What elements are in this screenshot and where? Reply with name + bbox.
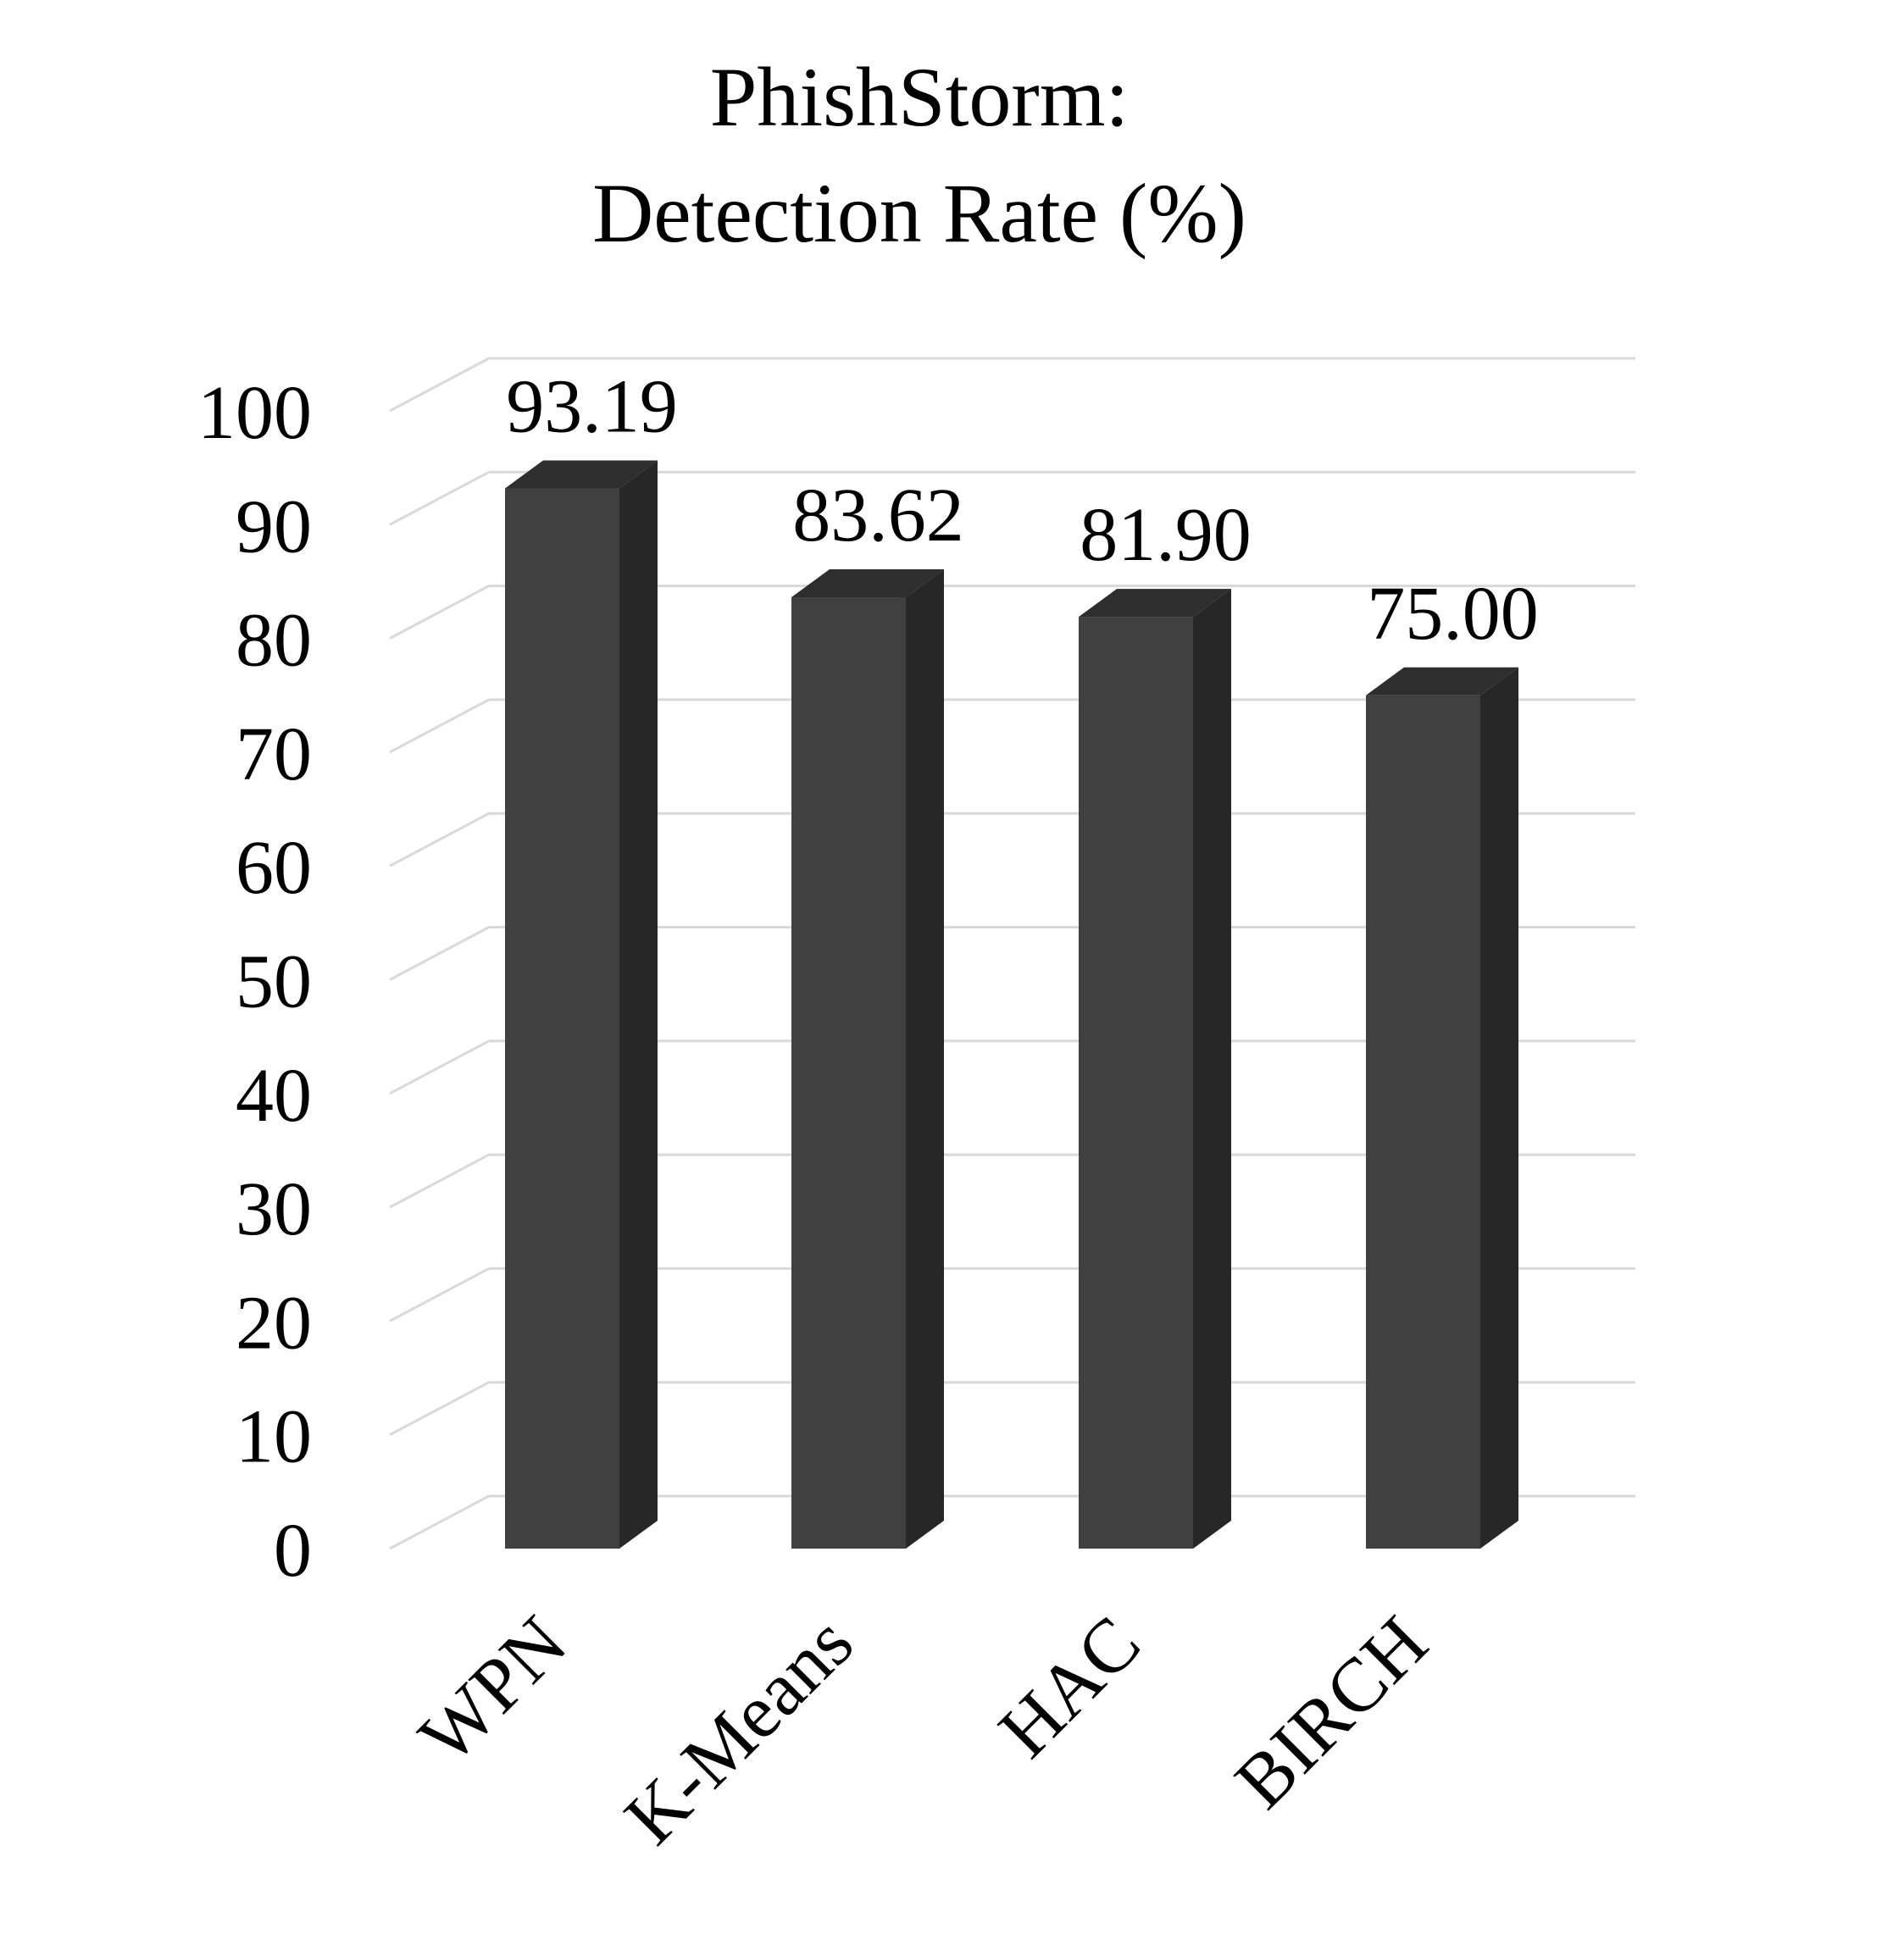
- gridline-diagonal: [389, 357, 490, 413]
- y-tick-label: 80: [236, 599, 312, 683]
- x-category-label: K-Means: [609, 1600, 869, 1860]
- y-tick-label: 30: [236, 1167, 312, 1251]
- bar-side-face: [619, 460, 658, 1549]
- gridline-diagonal: [389, 1153, 490, 1209]
- y-tick-label: 20: [236, 1281, 312, 1365]
- bar-side-face: [1193, 589, 1231, 1549]
- bar-top-face: [505, 460, 658, 489]
- gridline-diagonal: [389, 926, 490, 981]
- y-tick-label: 90: [236, 485, 312, 568]
- data-label: 75.00: [1367, 572, 1539, 656]
- gridline-diagonal: [389, 698, 490, 754]
- chart-title-line-1: PhishStorm:: [710, 50, 1130, 144]
- x-category-label: BIRCH: [1219, 1600, 1444, 1825]
- bars: [505, 460, 1518, 1549]
- gridline-diagonal: [389, 1381, 490, 1437]
- y-tick-label: 100: [197, 371, 312, 455]
- bar-front-face: [791, 596, 906, 1549]
- bar: [505, 460, 658, 1549]
- y-tick-label: 10: [236, 1395, 312, 1479]
- y-tick-label: 70: [236, 712, 312, 796]
- gridline-diagonal: [389, 1267, 490, 1322]
- data-label: 93.19: [506, 364, 678, 448]
- chart-title-line-2: Detection Rate (%): [592, 166, 1246, 260]
- gridline-diagonal: [389, 1494, 490, 1550]
- y-tick-label: 0: [274, 1509, 312, 1593]
- data-label: 83.62: [792, 474, 964, 557]
- bar-front-face: [1079, 617, 1193, 1549]
- y-tick-label: 60: [236, 826, 312, 910]
- bar-side-face: [906, 568, 944, 1549]
- y-axis-tick-labels: 0 10 20 30 40 50 60 70 80 90 100: [197, 371, 312, 1593]
- x-category-label: WPN: [403, 1600, 582, 1779]
- data-label: 81.90: [1080, 493, 1252, 577]
- gridline-diagonal: [389, 1039, 490, 1095]
- bar-side-face: [1480, 667, 1518, 1549]
- gridline-diagonal: [389, 812, 490, 867]
- gridline-diagonal: [389, 585, 490, 640]
- x-category-label: HAC: [983, 1600, 1156, 1773]
- x-axis-category-labels: WPN K-Means HAC BIRCH: [403, 1600, 1443, 1860]
- bar-front-face: [505, 488, 619, 1549]
- bar: [791, 568, 944, 1549]
- bar: [1366, 667, 1518, 1549]
- gridline-diagonal: [389, 470, 490, 526]
- bar: [1079, 589, 1231, 1549]
- y-tick-label: 50: [236, 940, 312, 1024]
- bar-top-face: [1366, 667, 1518, 696]
- bar-top-face: [791, 568, 944, 597]
- bar-top-face: [1079, 589, 1231, 618]
- data-labels: 93.19 83.62 81.90 75.00: [506, 364, 1539, 655]
- y-tick-label: 40: [236, 1054, 312, 1138]
- bar-front-face: [1366, 695, 1480, 1549]
